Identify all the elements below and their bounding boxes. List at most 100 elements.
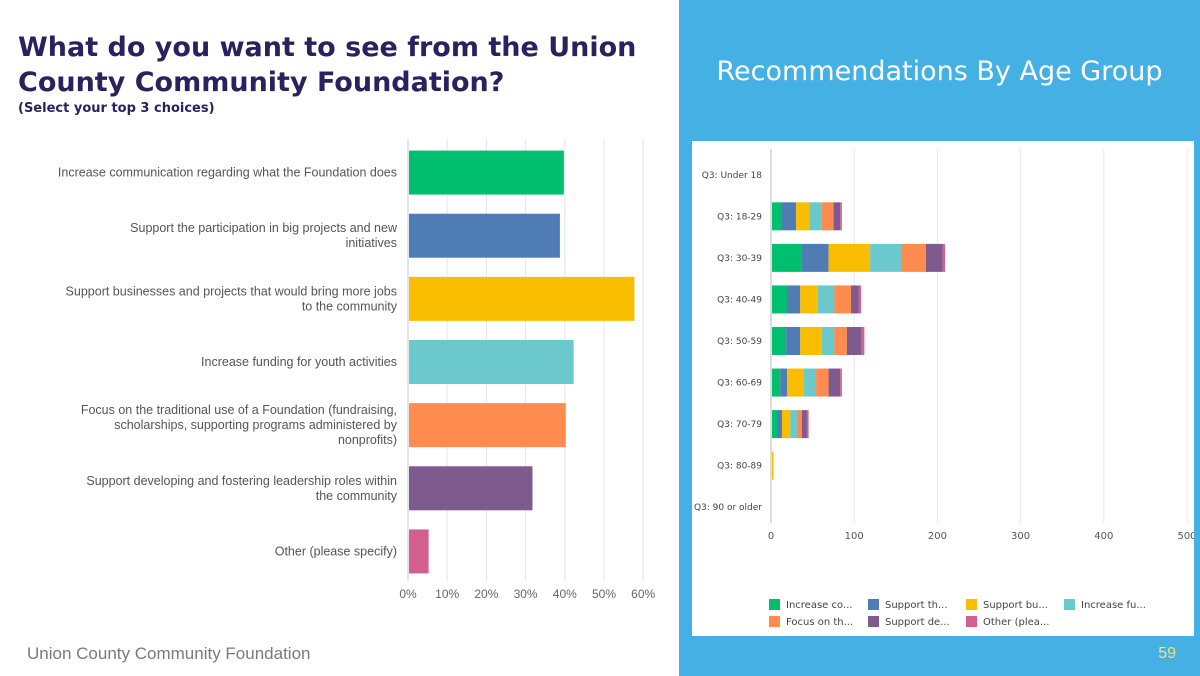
- stacked-bar-segment: [834, 285, 852, 314]
- category-label-line: Other (please specify): [275, 544, 397, 558]
- bar: [409, 466, 533, 511]
- stacked-bar-segment: [858, 285, 862, 314]
- bar: [409, 213, 560, 258]
- legend-swatch: [769, 616, 780, 627]
- legend-label: Support de...: [885, 617, 950, 628]
- bar: [409, 340, 574, 384]
- stacked-bar-segment: [796, 202, 810, 231]
- stacked-bar-segment: [800, 285, 818, 314]
- legend-label: Other (plea...: [983, 617, 1049, 628]
- x-tick-label: 60%: [631, 587, 655, 601]
- right-panel-title: Recommendations By Age Group: [679, 54, 1200, 90]
- stacked-bar-segment: [772, 410, 777, 439]
- stacked-bar-segment: [772, 368, 781, 397]
- category-label-line: Support the participation in big project…: [130, 221, 398, 235]
- stacked-bar-segment: [801, 243, 829, 272]
- stacked-bar-segment: [790, 410, 797, 439]
- category-label-line: scholarships, supporting programs admini…: [114, 418, 398, 432]
- stacked-bar-segment: [840, 368, 842, 397]
- stacked-bar-segment: [780, 368, 787, 397]
- stacked-bar-segment: [781, 202, 797, 231]
- age-group-label: Q3: 70-79: [717, 420, 762, 430]
- slide-subtitle: (Select your top 3 choices): [18, 101, 215, 116]
- category-label: Support businesses and projects that wou…: [66, 284, 398, 313]
- age-group-label: Q3: Under 18: [702, 171, 763, 181]
- stacked-bar-segment: [834, 327, 847, 355]
- legend-label: Support bu...: [983, 600, 1048, 611]
- stacked-bar-segment: [846, 327, 862, 355]
- stacked-bar-segment: [781, 410, 791, 439]
- x-tick-label: 10%: [435, 587, 459, 601]
- category-label: Increase funding for youth activities: [201, 355, 397, 369]
- stacked-bar-segment: [772, 327, 787, 355]
- stacked-bar-segment: [772, 285, 787, 314]
- category-label-line: Focus on the traditional use of a Founda…: [81, 403, 397, 417]
- category-label-line: Increase communication regarding what th…: [58, 166, 397, 180]
- footer-organization-name: Union County Community Foundation: [27, 644, 311, 663]
- stacked-bar-segment: [800, 327, 822, 355]
- slide-title: What do you want to see from the Union C…: [18, 32, 637, 98]
- bar: [409, 276, 635, 321]
- stacked-bar-segment: [821, 327, 835, 355]
- stacked-bar-segment: [786, 327, 801, 355]
- age-group-label: Q3: 40-49: [717, 295, 762, 305]
- x-tick-label: 20%: [474, 587, 498, 601]
- x-tick-label: 500: [1177, 531, 1194, 542]
- stacked-bar-segment: [942, 243, 946, 272]
- stacked-bar-segment: [861, 327, 865, 355]
- stacked-bar-segment: [925, 243, 943, 272]
- category-label-line: Support developing and fostering leaders…: [86, 474, 397, 488]
- responses-bar-chart: 0%10%20%30%40%50%60%7Increase communicat…: [58, 139, 656, 601]
- stacked-bar-segment: [900, 243, 926, 272]
- bar: [409, 529, 429, 574]
- x-tick-label: 0: [768, 531, 774, 542]
- stacked-bar-segment: [821, 202, 834, 231]
- legend-label: Increase co...: [786, 600, 852, 611]
- stacked-bar-segment: [817, 285, 835, 314]
- legend-swatch: [868, 599, 879, 610]
- legend-swatch: [868, 616, 879, 627]
- category-label: Support developing and fostering leaders…: [86, 474, 397, 503]
- legend-swatch: [1064, 599, 1075, 610]
- category-label-line: initiatives: [346, 236, 397, 250]
- category-label-line: Increase funding for youth activities: [201, 355, 397, 369]
- x-tick-label: 50%: [592, 587, 616, 601]
- category-label-line: the community: [316, 489, 398, 503]
- bar: [409, 403, 566, 448]
- stacked-bar-segment: [786, 285, 801, 314]
- stacked-bar-segment: [796, 410, 802, 439]
- category-label: Increase communication regarding what th…: [58, 166, 397, 180]
- right-panel-title-text: Recommendations By Age Group: [716, 56, 1163, 87]
- stacked-bar-segment: [870, 243, 901, 272]
- x-tick-label: 0%: [399, 587, 417, 601]
- age-group-label: Q3: 60-69: [717, 379, 762, 389]
- legend-swatch: [966, 599, 977, 610]
- right-panel: Recommendations By Age Group 0 100 200 300 4…: [679, 0, 1200, 676]
- bar: [409, 150, 564, 195]
- x-tick-label: 400: [1094, 531, 1113, 542]
- page-number: 59: [1158, 645, 1176, 662]
- age-group-label: Q3: 50-59: [717, 337, 762, 347]
- category-label-line: Support businesses and projects that wou…: [66, 284, 397, 298]
- stacked-bar-segment: [786, 368, 804, 397]
- x-tick-label: 100: [845, 531, 864, 542]
- stacked-bar-segment: [803, 368, 817, 397]
- stacked-bar-segment: [833, 202, 841, 231]
- category-label-line: nonprofits): [338, 433, 397, 447]
- stacked-bar-segment: [840, 202, 842, 231]
- stacked-bar-segment: [772, 451, 774, 480]
- stacked-bar-segment: [776, 410, 782, 439]
- stacked-bar-segment: [816, 368, 829, 397]
- legend-label: Support th...: [885, 600, 948, 611]
- stacked-bar-segment: [809, 202, 822, 231]
- stacked-bar-segment: [828, 243, 871, 272]
- stacked-bar-segment: [772, 243, 802, 272]
- age-group-label: Q3: 80-89: [717, 462, 762, 472]
- category-label-line: to the community: [302, 299, 398, 313]
- legend-swatch: [966, 616, 977, 627]
- category-label: Support the participation in big project…: [130, 221, 398, 250]
- x-tick-label: 40%: [553, 587, 577, 601]
- age-group-label: Q3: 90 or older: [694, 503, 762, 513]
- x-tick-label: 200: [928, 531, 947, 542]
- x-tick-label: 300: [1011, 531, 1030, 542]
